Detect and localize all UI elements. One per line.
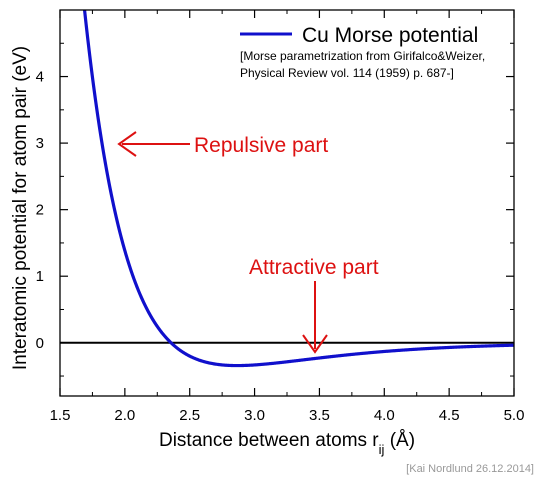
legend-citation-line-2: Physical Review vol. 114 (1959) p. 687-]	[240, 66, 454, 80]
credit-text: [Kai Nordlund 26.12.2014]	[406, 463, 534, 475]
legend-citation-line-1: [Morse parametrization from Girifalco&We…	[240, 49, 485, 63]
legend-label: Cu Morse potential	[302, 24, 478, 47]
x-tick-label: 3.0	[244, 407, 265, 424]
plot-area	[60, 10, 514, 368]
x-tick-label: 4.5	[439, 407, 460, 424]
x-tick-label: 2.0	[114, 407, 135, 424]
annotation-attractive: Attractive part	[249, 256, 379, 354]
series-line-0	[82, 10, 514, 368]
x-tick-label: 2.5	[179, 407, 200, 424]
x-axis-title: Distance between atoms rij (Å)	[159, 430, 415, 457]
repulsive-label: Repulsive part	[194, 134, 328, 157]
y-axis-title: Interatomic potential for atom pair (eV)	[10, 46, 31, 370]
y-tick-label: 2	[36, 202, 44, 219]
y-tick-label: 3	[36, 135, 44, 152]
repulsive-arrow-head	[117, 131, 137, 157]
attractive-arrow-head	[302, 334, 328, 354]
axes: 1.5 2.0 2.5 3.0 3.5 4.0 4.5 5.0 0 1 2 3 4	[36, 9, 525, 424]
annotation-repulsive: Repulsive part	[117, 131, 328, 157]
x-tick-label: 5.0	[504, 407, 525, 424]
attractive-label: Attractive part	[249, 256, 379, 279]
y-tick-label: 4	[36, 69, 44, 86]
legend: Cu Morse potential [Morse parametrizatio…	[240, 24, 485, 80]
x-tick-label: 1.5	[50, 407, 71, 424]
y-tick-label: 1	[36, 268, 44, 285]
y-tick-label: 0	[36, 335, 44, 352]
x-tick-label: 4.0	[374, 407, 395, 424]
x-tick-label: 3.5	[309, 407, 330, 424]
